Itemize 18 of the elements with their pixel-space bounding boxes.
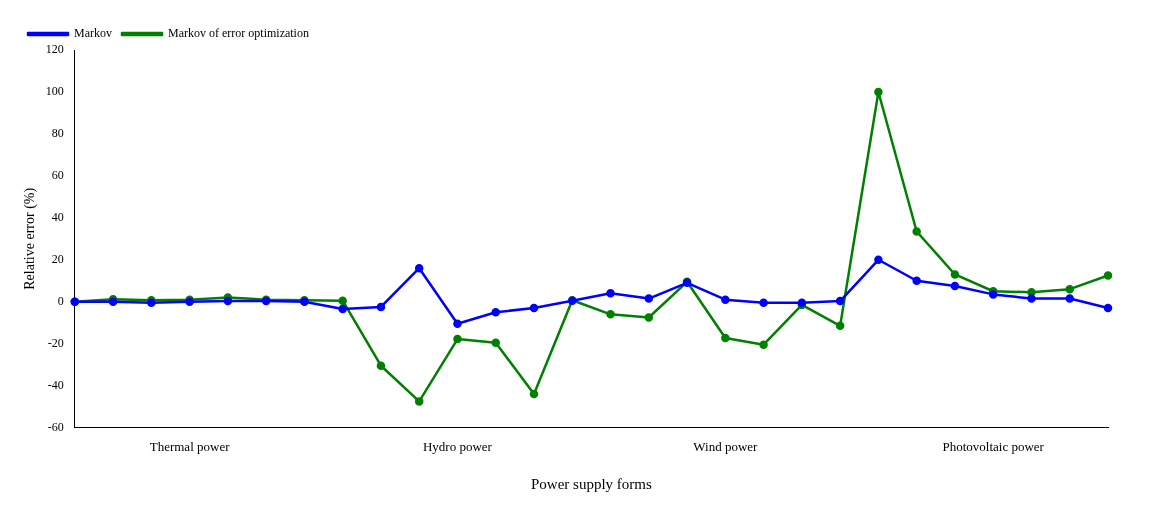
text: Thermal power xyxy=(149,439,231,455)
y-tick-label: 0 xyxy=(57,293,64,308)
y-tick-label: 60 xyxy=(51,168,64,183)
text: Wind power xyxy=(693,439,759,455)
y-tick-label: 120 xyxy=(45,42,64,57)
y-tick-label: -20 xyxy=(47,335,64,350)
y-tick-label: -60 xyxy=(47,419,64,434)
text: Photovoltaic power xyxy=(942,439,1045,455)
y-tick-label: 100 xyxy=(45,84,64,99)
y-tick-label: 80 xyxy=(51,126,64,141)
y-tick-label: -40 xyxy=(47,377,64,392)
legend-label: Markov of error optimization xyxy=(167,26,309,41)
legend-label: Markov xyxy=(74,26,112,41)
x-axis-title: Power supply forms xyxy=(530,475,652,492)
y-tick-label: 20 xyxy=(51,251,64,266)
y-axis-title: Relative error (%) xyxy=(22,187,39,290)
y-tick-label: 40 xyxy=(51,209,64,224)
text: Hydro power xyxy=(422,439,493,455)
